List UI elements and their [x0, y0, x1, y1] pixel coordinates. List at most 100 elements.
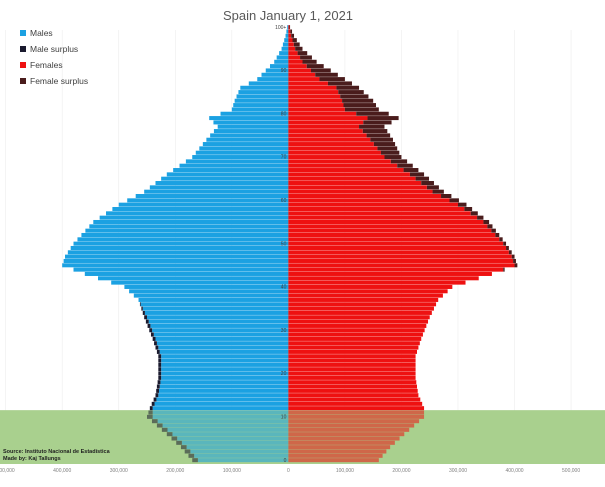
male-bar	[99, 215, 289, 220]
male-bar	[152, 410, 289, 415]
female-surplus-bar	[292, 38, 297, 43]
male-bar	[156, 341, 289, 346]
legend-label: Males	[30, 28, 53, 38]
female-bar	[288, 215, 478, 220]
male-bar	[148, 319, 289, 324]
female-bar	[288, 271, 492, 276]
male-surplus-bar	[158, 358, 162, 363]
male-bar	[166, 172, 289, 177]
male-bar	[158, 393, 289, 398]
female-surplus-bar	[421, 181, 434, 186]
female-bar	[288, 319, 429, 324]
highlight-band-overlay	[0, 410, 605, 464]
female-bar	[288, 276, 479, 281]
female-bar	[288, 206, 465, 212]
female-surplus-bar	[506, 245, 509, 250]
highlight-band-overlay	[0, 410, 605, 464]
male-bar	[220, 111, 289, 116]
male-bar	[209, 116, 289, 121]
male-surplus-bar	[150, 332, 154, 337]
male-surplus-bar	[180, 445, 187, 450]
female-surplus-bar	[380, 150, 400, 155]
male-bar	[257, 77, 289, 82]
female-surplus-bar	[293, 42, 300, 47]
female-bar	[288, 241, 504, 246]
female-surplus-bar	[370, 137, 393, 142]
male-bar	[111, 280, 289, 285]
female-bar	[288, 432, 405, 437]
age-tick-label: 80	[281, 111, 287, 117]
male-bar	[140, 302, 289, 307]
female-bar	[288, 427, 410, 432]
female-bar	[288, 371, 416, 376]
male-bar	[65, 254, 289, 259]
female-bar	[288, 397, 421, 402]
female-bar	[288, 250, 509, 255]
female-bar	[288, 194, 442, 199]
male-bar	[248, 81, 289, 86]
male-surplus-bar	[151, 401, 155, 406]
female-bar	[288, 267, 504, 272]
female-bar	[288, 120, 364, 125]
female-surplus-bar	[295, 46, 303, 51]
female-surplus-bar	[342, 98, 374, 103]
male-bar	[213, 120, 289, 125]
male-bar	[282, 42, 289, 47]
female-bar	[288, 341, 420, 346]
x-tick-label: 200,000	[166, 468, 184, 474]
female-bar	[288, 202, 458, 207]
female-bar	[288, 77, 320, 82]
x-tick-label: 100,000	[223, 468, 241, 474]
male-bar	[129, 289, 289, 294]
female-bar	[288, 185, 427, 190]
female-bar	[288, 55, 301, 60]
male-surplus-bar	[147, 323, 151, 328]
male-bar	[147, 315, 289, 320]
female-bar	[288, 345, 419, 350]
female-bar	[288, 155, 385, 160]
female-bar	[288, 388, 418, 393]
male-bar	[197, 458, 289, 463]
female-surplus-bar	[397, 163, 413, 168]
male-bar	[153, 332, 289, 337]
male-bar	[161, 375, 289, 380]
male-surplus-bar	[149, 328, 153, 333]
female-bar	[288, 458, 379, 463]
female-bar	[288, 159, 391, 164]
female-surplus-bar	[366, 133, 391, 138]
x-tick-label: 300,000	[110, 468, 128, 474]
female-bar	[288, 406, 425, 411]
female-bar	[288, 142, 374, 147]
male-bar	[202, 142, 289, 147]
female-surplus-bar	[503, 241, 507, 246]
male-bar	[231, 107, 289, 112]
female-surplus-bar	[449, 198, 459, 203]
male-bar	[177, 436, 289, 441]
female-bar	[288, 289, 448, 294]
female-bar	[288, 107, 345, 112]
male-bar	[89, 224, 289, 229]
male-bar	[181, 440, 289, 445]
female-bar	[288, 245, 507, 250]
female-surplus-bar	[487, 224, 493, 229]
female-surplus-bar	[483, 219, 490, 225]
male-surplus-bar	[153, 397, 157, 402]
female-bar	[288, 419, 420, 424]
male-bar	[161, 362, 289, 367]
female-surplus-bar	[306, 64, 324, 69]
male-surplus-bar	[176, 440, 182, 445]
female-bar	[288, 111, 357, 116]
female-surplus-bar	[327, 81, 352, 86]
female-surplus-bar	[384, 155, 402, 160]
male-bar	[186, 445, 289, 450]
male-bar	[185, 159, 289, 164]
x-tick-label: 500,000	[0, 468, 15, 474]
female-surplus-bar	[289, 25, 291, 30]
age-tick-label: 70	[281, 155, 287, 161]
female-bar	[288, 453, 383, 458]
female-bar	[288, 103, 344, 108]
male-surplus-bar	[145, 319, 149, 324]
male-bar	[106, 211, 289, 216]
male-bar	[281, 46, 289, 51]
female-bar	[288, 94, 341, 99]
